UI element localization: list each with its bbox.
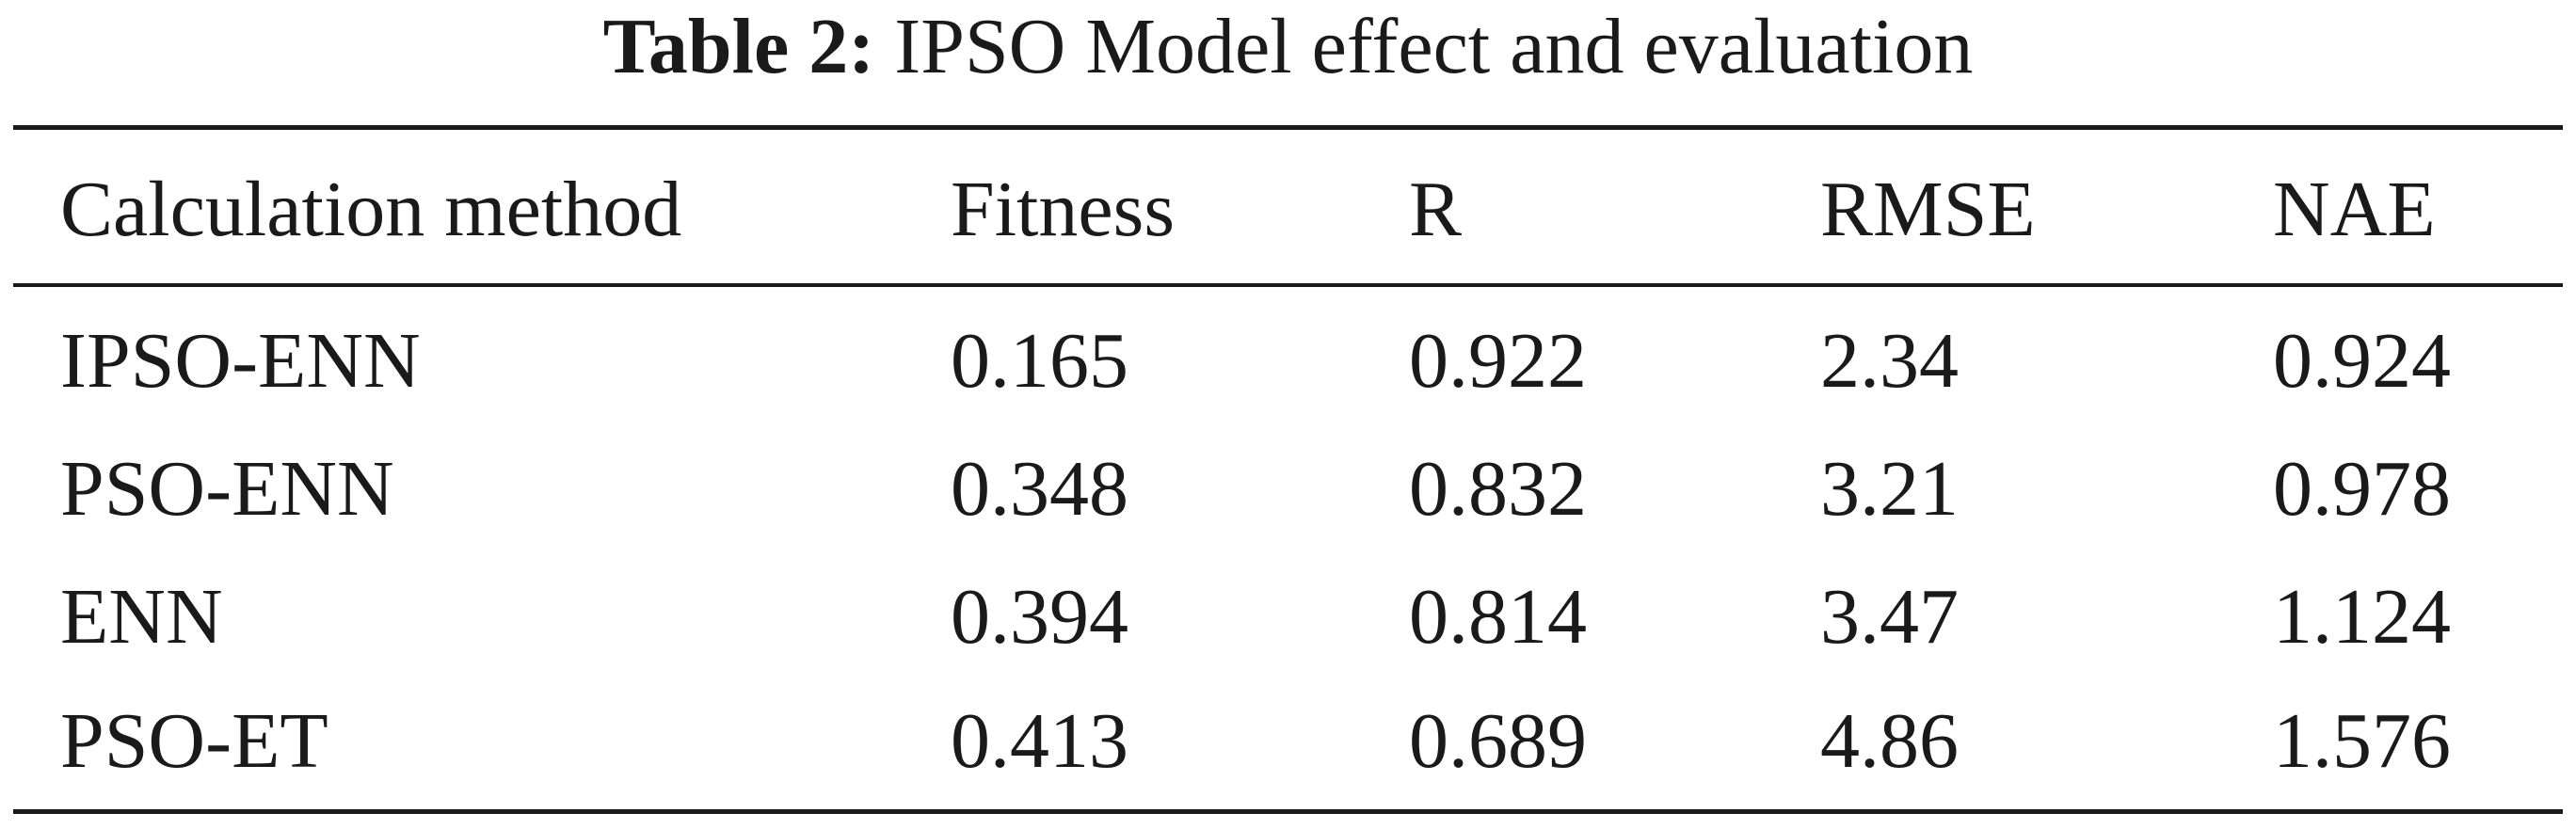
header-rule	[13, 283, 2563, 287]
row-rmse: 2.34	[1820, 317, 1959, 405]
row-method: IPSO-ENN	[60, 317, 421, 405]
row-r: 0.832	[1409, 445, 1587, 533]
caption-label: Table 2:	[602, 3, 875, 90]
row-rmse: 3.47	[1820, 573, 1959, 661]
row-nae: 1.124	[2273, 573, 2451, 661]
row-r: 0.689	[1409, 697, 1587, 785]
table-caption: Table 2: IPSO Model effect and evaluatio…	[0, 0, 2576, 94]
row-rmse: 3.21	[1820, 445, 1959, 533]
row-nae: 0.924	[2273, 317, 2451, 405]
row-r: 0.922	[1409, 317, 1587, 405]
row-fitness: 0.394	[951, 573, 1128, 661]
bottom-rule	[13, 809, 2563, 814]
row-nae: 1.576	[2273, 697, 2451, 785]
row-fitness: 0.413	[951, 697, 1128, 785]
header-nae: NAE	[2273, 166, 2436, 253]
caption-title: IPSO Model effect and evaluation	[894, 3, 1974, 90]
row-method: ENN	[60, 573, 223, 661]
row-rmse: 4.86	[1820, 697, 1959, 785]
header-calculation-method: Calculation method	[60, 166, 682, 253]
row-nae: 0.978	[2273, 445, 2451, 533]
header-r: R	[1409, 166, 1463, 253]
header-fitness: Fitness	[951, 166, 1176, 253]
header-rmse: RMSE	[1820, 166, 2036, 253]
row-method: PSO-ET	[60, 697, 328, 785]
row-fitness: 0.165	[951, 317, 1128, 405]
row-method: PSO-ENN	[60, 445, 394, 533]
top-rule	[13, 125, 2563, 130]
row-fitness: 0.348	[951, 445, 1128, 533]
row-r: 0.814	[1409, 573, 1587, 661]
